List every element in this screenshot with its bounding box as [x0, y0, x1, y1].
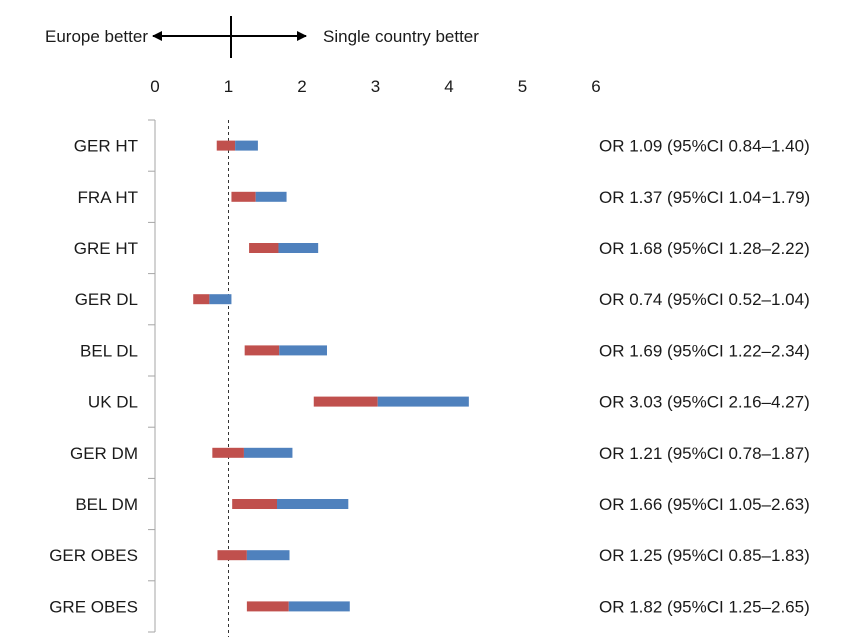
ci-lower-bar	[217, 550, 247, 561]
forest-row: BEL DL OR 1.69 (95%CI 1.22–2.34)	[80, 341, 810, 360]
ci-lower-bar	[231, 191, 256, 202]
direction-right-label: Single country better	[323, 27, 479, 46]
or-ci-label: OR 1.68 (95%CI 1.28–2.22)	[599, 239, 810, 258]
direction-left-label: Europe better	[45, 27, 148, 46]
x-tick-label: 2	[297, 77, 306, 96]
row-label: GER DL	[75, 290, 138, 309]
ci-upper-bar	[288, 601, 350, 612]
ci-upper-bar	[235, 140, 258, 151]
forest-row: GER DM OR 1.21 (95%CI 0.78–1.87)	[70, 444, 810, 463]
forest-row: GER HT OR 1.09 (95%CI 0.84–1.40)	[74, 137, 810, 156]
row-label: BEL DM	[75, 495, 138, 514]
or-ci-label: OR 3.03 (95%CI 2.16–4.27)	[599, 393, 810, 412]
or-ci-label: OR 1.69 (95%CI 1.22–2.34)	[599, 341, 810, 360]
forest-rows: GER HT OR 1.09 (95%CI 0.84–1.40) FRA HT OR …	[49, 137, 810, 617]
forest-row: FRA HT OR 1.37 (95%CI 1.04−1.79)	[78, 188, 811, 207]
or-ci-label: OR 1.37 (95%CI 1.04−1.79)	[599, 188, 810, 207]
ci-upper-bar	[377, 396, 469, 407]
x-tick-label: 5	[518, 77, 527, 96]
x-tick-label: 3	[371, 77, 380, 96]
x-tick-label: 6	[591, 77, 600, 96]
ci-upper-bar	[279, 345, 327, 356]
row-label: BEL DL	[80, 341, 138, 360]
ci-upper-bar	[209, 294, 232, 305]
y-axis-ticks	[148, 119, 155, 633]
ci-upper-bar	[277, 499, 349, 509]
ci-upper-bar	[243, 447, 293, 458]
x-tick-label: 0	[150, 77, 159, 96]
row-label: GRE HT	[74, 239, 138, 258]
row-label: GER DM	[70, 444, 138, 463]
direction-arrow	[152, 16, 307, 58]
ci-lower-bar	[246, 601, 289, 612]
forest-row: UK DL OR 3.03 (95%CI 2.16–4.27)	[88, 393, 810, 412]
forest-row: GER DL OR 0.74 (95%CI 0.52–1.04)	[75, 290, 810, 309]
ci-upper-bar	[246, 550, 290, 561]
x-tick-label: 1	[224, 77, 233, 96]
ci-upper-bar	[278, 243, 319, 253]
ci-lower-bar	[249, 243, 279, 253]
ci-lower-bar	[313, 396, 378, 407]
forest-row: BEL DM OR 1.66 (95%CI 1.05–2.63)	[75, 495, 809, 514]
ci-lower-bar	[193, 294, 210, 305]
or-ci-label: OR 0.74 (95%CI 0.52–1.04)	[599, 290, 810, 309]
forest-row: GER OBES OR 1.25 (95%CI 0.85–1.83)	[49, 546, 810, 565]
or-ci-label: OR 1.09 (95%CI 0.84–1.40)	[599, 137, 810, 156]
or-ci-label: OR 1.25 (95%CI 0.85–1.83)	[599, 546, 810, 565]
row-label: GRE OBES	[49, 597, 138, 616]
ci-lower-bar	[212, 447, 244, 458]
x-tick-label: 4	[444, 77, 453, 96]
forest-row: GRE HT OR 1.68 (95%CI 1.28–2.22)	[74, 239, 810, 258]
forest-row: GRE OBES OR 1.82 (95%CI 1.25–2.65)	[49, 597, 810, 616]
or-ci-label: OR 1.82 (95%CI 1.25–2.65)	[599, 597, 810, 616]
row-label: UK DL	[88, 393, 138, 412]
x-axis-ticks: 0 1 2 3 4 5 6	[150, 77, 600, 96]
ci-upper-bar	[255, 191, 287, 202]
row-label: FRA HT	[78, 188, 138, 207]
row-label: GER HT	[74, 137, 138, 156]
or-ci-label: OR 1.66 (95%CI 1.05–2.63)	[599, 495, 810, 514]
ci-lower-bar	[244, 345, 280, 356]
or-ci-label: OR 1.21 (95%CI 0.78–1.87)	[599, 444, 810, 463]
ci-lower-bar	[216, 140, 236, 151]
ci-lower-bar	[232, 499, 278, 509]
row-label: GER OBES	[49, 546, 138, 565]
